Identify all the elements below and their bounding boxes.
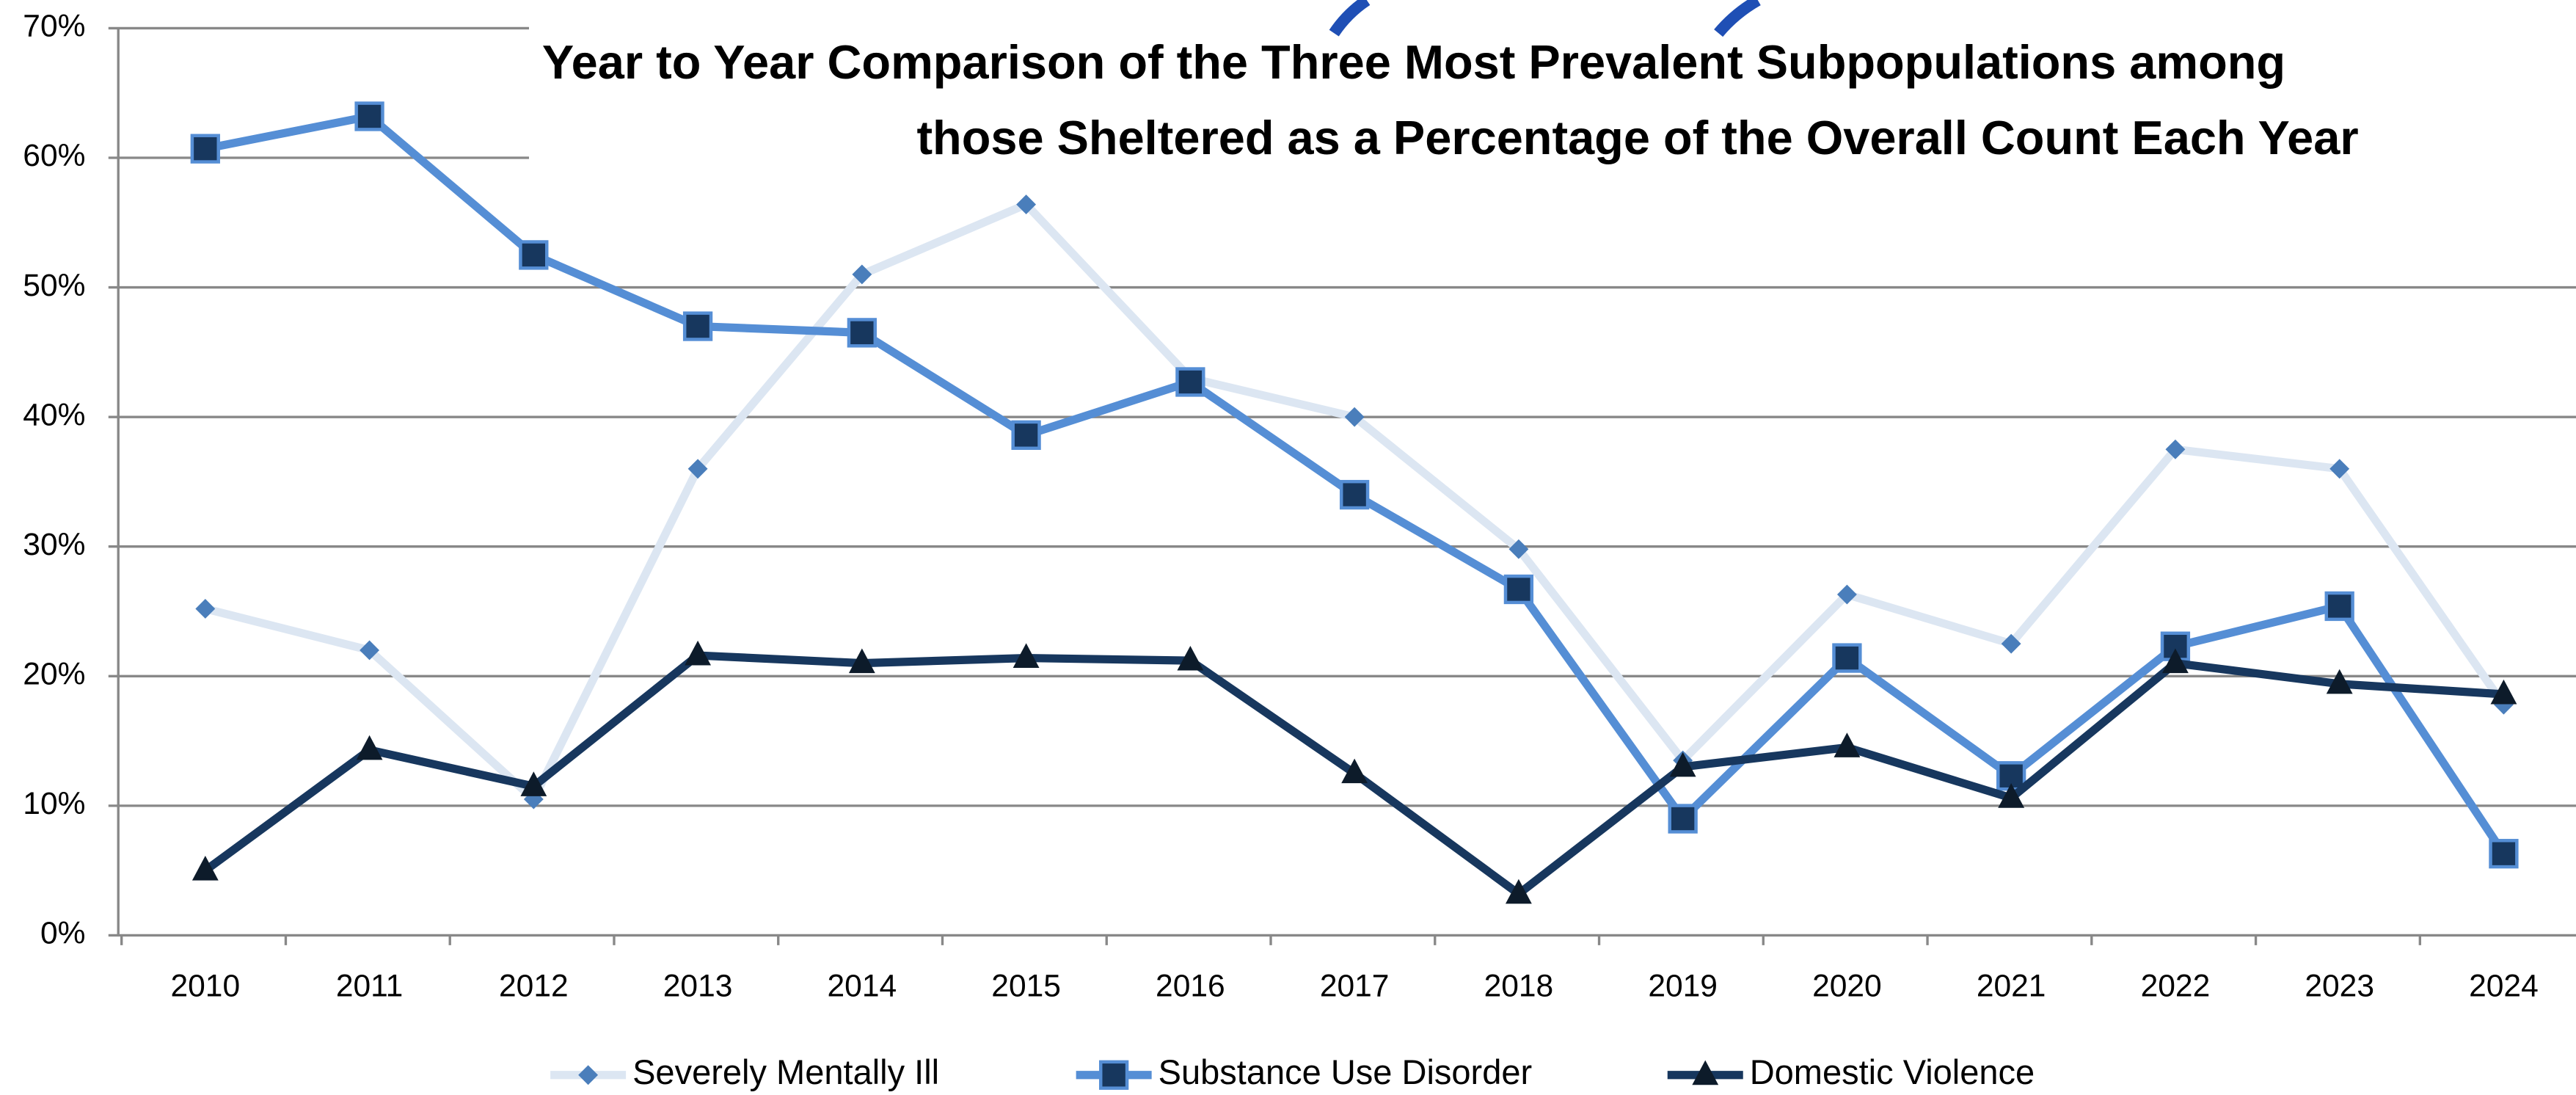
legend-marker [1098, 1060, 1129, 1090]
point [2329, 459, 2350, 479]
legend-marker [578, 1065, 599, 1085]
point [1503, 574, 1534, 605]
x-tick-label: 2024 [2469, 968, 2539, 1003]
point [356, 735, 383, 760]
y-tick-label: 70% [23, 9, 85, 44]
point [190, 134, 220, 164]
x-tick-label: 2010 [171, 968, 241, 1003]
x-tick-label: 2021 [1977, 968, 2046, 1003]
y-tick-label: 0% [40, 916, 85, 951]
point [1344, 407, 1365, 427]
point [1341, 758, 1368, 784]
point [1998, 783, 2025, 808]
point [1508, 539, 1529, 559]
title-background [529, 0, 2576, 185]
point [1668, 804, 1698, 834]
point [682, 311, 713, 341]
point [2165, 439, 2186, 459]
point [848, 648, 875, 674]
y-tick-label: 10% [23, 786, 85, 821]
x-tick-label: 2020 [1812, 968, 1882, 1003]
point [2489, 839, 2519, 869]
y-tick-label: 50% [23, 268, 85, 303]
x-tick-label: 2011 [336, 968, 403, 1003]
decoration [1329, 0, 1761, 37]
point [852, 264, 872, 285]
point [685, 640, 712, 666]
point [687, 459, 708, 479]
point [1505, 878, 1532, 904]
point [354, 101, 384, 131]
point [360, 640, 380, 661]
point [2490, 679, 2517, 705]
point [191, 856, 219, 881]
point [1669, 752, 1696, 777]
point [1834, 732, 1861, 757]
y-tick-label: 40% [23, 397, 85, 432]
point [847, 318, 877, 348]
point [519, 240, 549, 270]
x-tick-label: 2018 [1484, 968, 1554, 1003]
y-tick-label: 30% [23, 527, 85, 562]
point [1832, 643, 1862, 673]
point [1016, 194, 1037, 215]
point [2001, 633, 2021, 654]
x-tick-label: 2014 [828, 968, 897, 1003]
x-tick-label: 2022 [2141, 968, 2211, 1003]
x-tick-label: 2013 [663, 968, 733, 1003]
legend-label: Severely Mentally Ill [632, 1052, 939, 1091]
point [2326, 669, 2353, 694]
point [520, 771, 547, 796]
point [1177, 645, 1204, 671]
y-tick-label: 20% [23, 657, 85, 692]
point [1011, 420, 1041, 451]
x-tick-label: 2015 [991, 968, 1061, 1003]
point [195, 599, 216, 619]
legend-marker [1692, 1060, 1719, 1085]
legend-label: Domestic Violence [1750, 1052, 2035, 1091]
y-tick-label: 60% [23, 138, 85, 173]
point [1175, 367, 1205, 397]
chart-title: those Sheltered as a Percentage of the O… [916, 111, 2358, 164]
point [2162, 648, 2189, 674]
point [1339, 479, 1370, 510]
x-tick-label: 2017 [1320, 968, 1390, 1003]
x-tick-label: 2016 [1156, 968, 1225, 1003]
x-tick-label: 2012 [499, 968, 569, 1003]
x-tick-label: 2023 [2305, 968, 2374, 1003]
legend-label: Substance Use Disorder [1159, 1052, 1533, 1091]
point [2324, 591, 2354, 622]
point [1012, 643, 1040, 669]
chart-title: Year to Year Comparison of the Three Mos… [542, 35, 2285, 89]
x-tick-label: 2019 [1648, 968, 1718, 1003]
